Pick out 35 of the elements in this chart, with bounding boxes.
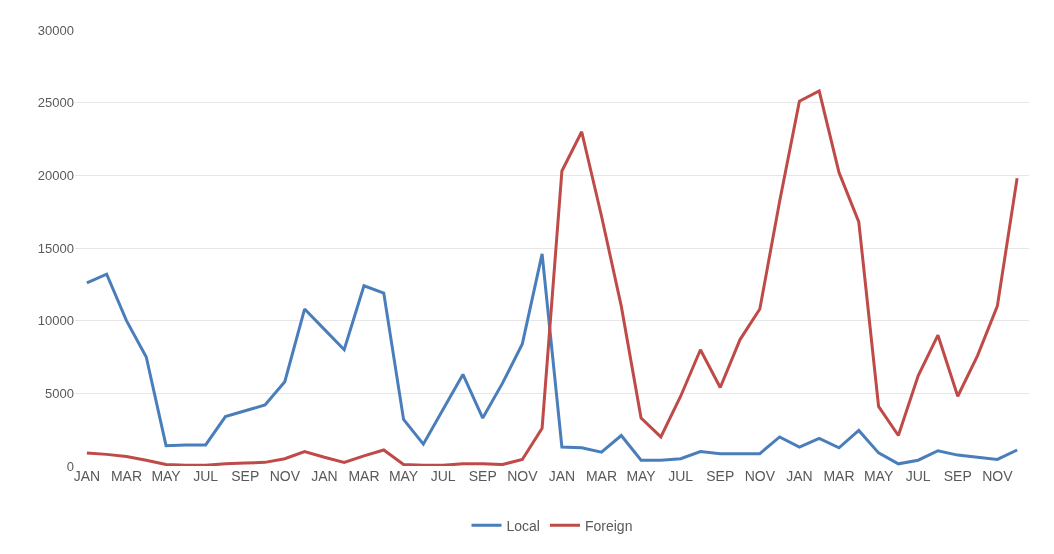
x-tick-label: MAY	[863, 468, 894, 484]
x-tick-label: MAR	[348, 468, 380, 484]
x-tick-label: SEP	[943, 468, 972, 484]
x-tick-label: JAN	[311, 468, 338, 484]
x-tick-label: JAN	[548, 468, 576, 484]
x-tick-label: JAN	[73, 468, 101, 484]
line-series	[85, 89, 1019, 466]
x-tick-label: JUL	[905, 468, 931, 484]
x-tick-label: NOV	[507, 468, 539, 484]
x-tick-label: MAR	[585, 468, 618, 484]
y-tick-label: 10000	[37, 313, 74, 329]
legend-label: Foreign	[584, 517, 633, 534]
x-tick-label: JAN	[786, 468, 813, 484]
x-tick-label: SEP	[231, 468, 260, 484]
legend-label: Local	[506, 517, 540, 534]
line-series	[85, 252, 1019, 466]
x-tick-label: MAR	[823, 468, 855, 484]
x-tick-label: NOV	[269, 468, 301, 484]
y-tick-label: 30000	[37, 22, 74, 38]
x-tick-label: MAY	[388, 468, 419, 484]
x-tick-label: JUL	[430, 468, 456, 484]
y-tick-label: 5000	[45, 385, 74, 401]
x-tick-label: MAR	[110, 468, 143, 484]
x-tick-label: SEP	[468, 468, 497, 484]
y-tick-label: 15000	[37, 240, 74, 256]
y-tick-label: 25000	[37, 95, 74, 111]
y-tick-label: 0	[66, 458, 74, 474]
x-tick-label: JUL	[193, 468, 219, 484]
x-tick-label: NOV	[744, 468, 776, 484]
y-tick-label: 20000	[37, 167, 74, 183]
x-tick-label: JUL	[668, 468, 694, 484]
x-tick-label: NOV	[982, 468, 1014, 484]
x-tick-label: SEP	[706, 468, 735, 484]
x-tick-label: MAY	[151, 468, 182, 484]
x-tick-label: MAY	[626, 468, 657, 484]
